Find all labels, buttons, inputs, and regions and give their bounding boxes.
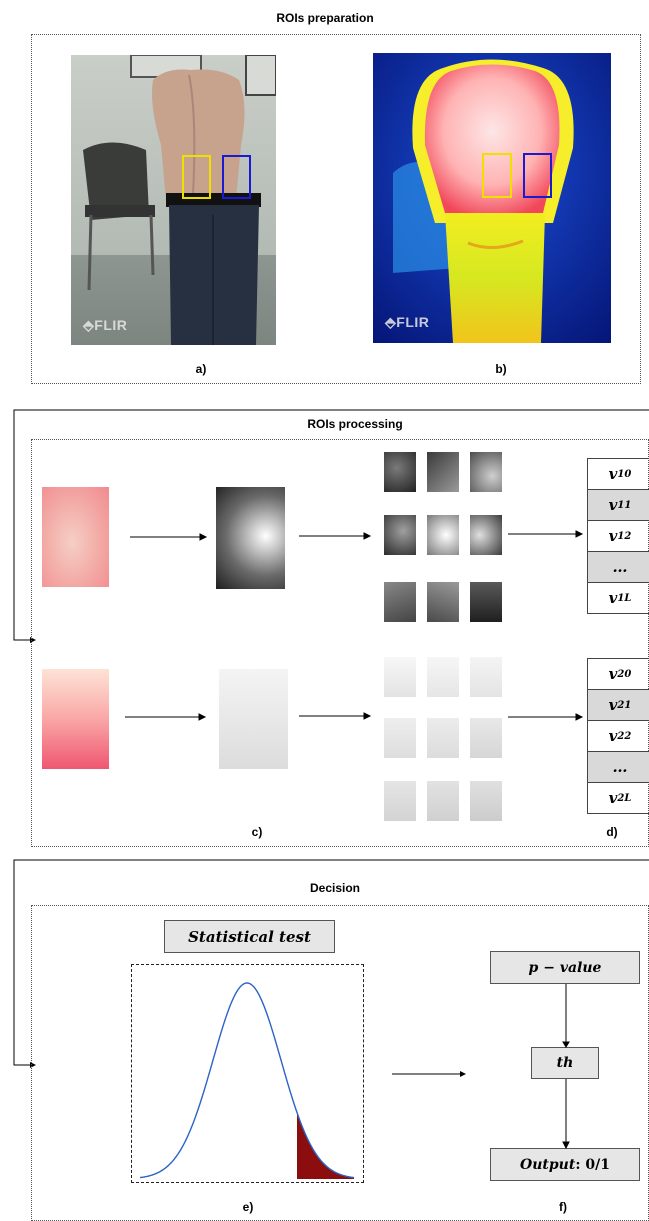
vector-element-base: v [608, 496, 618, 514]
processing-panel [31, 439, 649, 847]
density-curve [139, 982, 355, 1179]
vector-element-base: v [608, 665, 618, 683]
vector-element-subscript: 11 [617, 499, 632, 511]
roi1-patch [384, 582, 416, 622]
roi1-gray [216, 487, 285, 589]
roi2-patch [427, 781, 459, 821]
roi2-patch [384, 718, 416, 758]
roi2-patch [427, 718, 459, 758]
roi1-patch [470, 515, 502, 555]
caption-c: c) [251, 825, 263, 839]
roi1-crop [42, 487, 109, 587]
flir-logo-icon: ⬘ [83, 317, 95, 333]
flir-logo-icon: ⬘ [385, 314, 397, 330]
output-label: Output [520, 1156, 576, 1173]
vector-element: … [587, 752, 649, 783]
visible-photo: ⬘FLIR [71, 55, 276, 345]
flir-watermark-thermal: ⬘FLIR [385, 314, 429, 331]
vector-element: v 2L [587, 783, 649, 814]
flow-arrows [562, 984, 570, 1150]
roi2-patch [427, 657, 459, 697]
vector-element: v 1L [587, 583, 649, 614]
flir-watermark-text: FLIR [396, 314, 430, 330]
vector-element: v 21 [587, 690, 649, 721]
thermal-photo-drawing [373, 53, 611, 343]
roi1-patch [384, 452, 416, 492]
vector-element-subscript: 1L [617, 592, 632, 604]
rejection-region [297, 1112, 354, 1179]
roi1-patch [384, 515, 416, 555]
vector-element: v 11 [587, 490, 649, 521]
output-value: : 0/1 [575, 1156, 610, 1173]
roi2-patch [384, 657, 416, 697]
vector-element-base: v [608, 589, 618, 607]
roi2-patch [470, 718, 502, 758]
vector-element-base: v [608, 465, 618, 483]
roi2-patch [470, 657, 502, 697]
decision-arrow [392, 1071, 466, 1077]
roi1-patch [470, 582, 502, 622]
decision-title: Decision [309, 881, 360, 895]
visible-photo-drawing [71, 55, 276, 345]
caption-e: e) [242, 1200, 254, 1214]
caption-d: d) [606, 825, 618, 839]
vector-element-base: v [608, 696, 618, 714]
roi2-patch [384, 781, 416, 821]
distribution-plot [131, 964, 364, 1183]
feature-vector-2: v 20 v 21 v 22… v 2L [587, 658, 649, 814]
vector-element: v 20 [587, 658, 649, 690]
output-box: Output: 0/1 [490, 1148, 640, 1181]
preparation-title: ROIs preparation [276, 11, 374, 25]
vector-element-subscript: 12 [617, 530, 632, 542]
flir-watermark-text: FLIR [94, 317, 128, 333]
roi1-patch [470, 452, 502, 492]
vector-element-subscript: 22 [617, 730, 632, 742]
caption-b: b) [495, 362, 507, 376]
roi2-crop [42, 669, 109, 769]
vector-element-base: v [608, 527, 618, 545]
vector-element-base: v [608, 789, 618, 807]
p-value-box: p − value [490, 951, 640, 984]
vector-element-subscript: 2L [617, 792, 632, 804]
preparation-panel [31, 34, 641, 384]
vector-element-base: … [612, 558, 628, 576]
flir-watermark-visible: ⬘FLIR [83, 317, 127, 334]
vector-element: v 22 [587, 721, 649, 752]
feature-vector-1: v 10 v 11 v 12… v 1L [587, 458, 649, 614]
bell-curve [139, 982, 355, 1179]
roi2-patch [470, 781, 502, 821]
vector-element-subscript: 20 [617, 668, 632, 680]
processing-title: ROIs processing [307, 417, 403, 431]
caption-f: f) [559, 1200, 567, 1214]
caption-a: a) [195, 362, 207, 376]
vector-element-base: v [608, 727, 618, 745]
vector-element: v 10 [587, 458, 649, 490]
vector-element-base: … [612, 758, 628, 776]
roi1-patch [427, 515, 459, 555]
roi1-patch [427, 452, 459, 492]
threshold-box: th [531, 1047, 599, 1079]
vector-element-subscript: 21 [617, 699, 632, 711]
vector-element: … [587, 552, 649, 583]
thermal-photo: ⬘FLIR [373, 53, 611, 343]
roi2-gray [219, 669, 288, 769]
vector-element-subscript: 10 [617, 468, 632, 480]
roi1-patch [427, 582, 459, 622]
vector-element: v 12 [587, 521, 649, 552]
statistical-test-label: Statistical test [164, 920, 335, 953]
